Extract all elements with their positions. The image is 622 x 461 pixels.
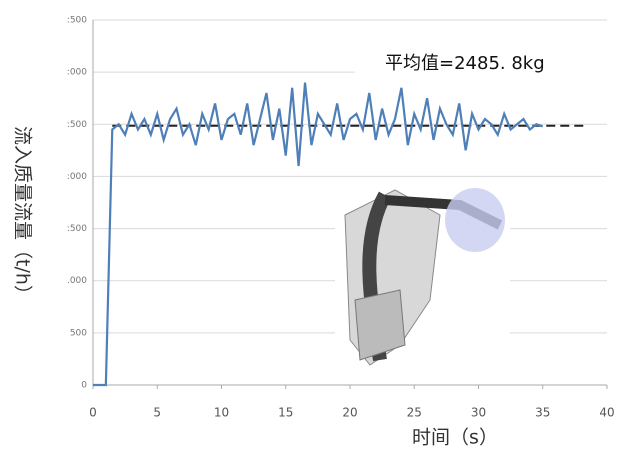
model-image	[335, 180, 510, 370]
y-tick-label: .000	[67, 276, 87, 286]
x-tick-label: 20	[342, 406, 357, 420]
y-tick-label: 0	[81, 381, 87, 391]
x-tick-label: 30	[471, 406, 486, 420]
x-tick-label: 15	[278, 406, 293, 420]
x-tick-label: 25	[407, 406, 422, 420]
y-tick-label: :500	[67, 16, 87, 26]
x-tick-label: 35	[535, 406, 550, 420]
y-tick-label: :000	[67, 172, 87, 182]
y-axis-label: 流入质量流量（t/h）	[12, 126, 34, 304]
y-tick-label: :500	[67, 120, 87, 130]
y-tick-label: :500	[67, 224, 87, 234]
x-tick-label: 5	[153, 406, 161, 420]
mean-annotation: 平均值=2485. 8kg	[385, 53, 545, 74]
x-axis-label: 时间（s）	[412, 427, 498, 449]
series-line	[93, 82, 544, 387]
x-tick-label: 40	[599, 406, 614, 420]
y-tick-label: 500	[70, 328, 87, 338]
annotation-bg	[355, 45, 622, 85]
x-tick-label: 10	[214, 406, 229, 420]
y-tick-label: :000	[67, 68, 87, 78]
x-tick-label: 0	[89, 406, 97, 420]
